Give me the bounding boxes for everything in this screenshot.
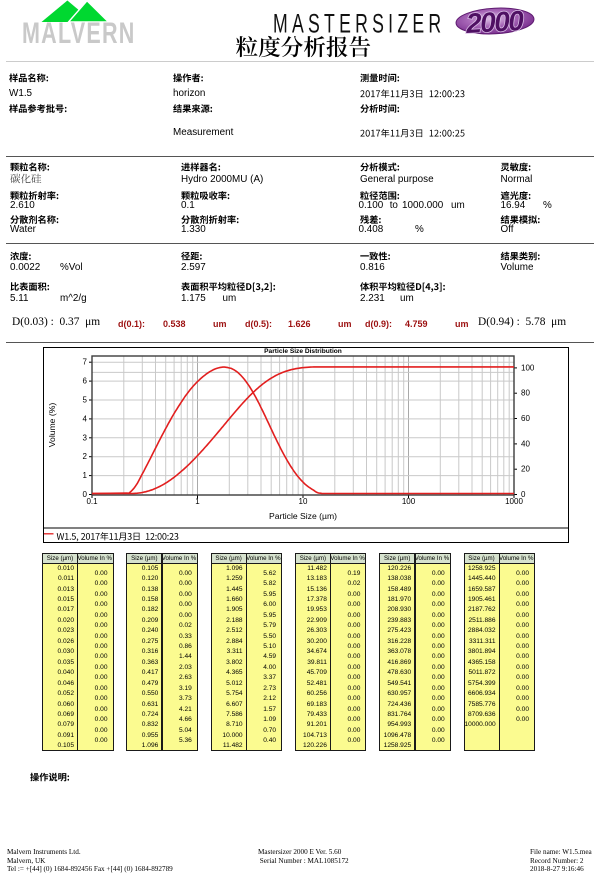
svg-text:Particle Size Distribution: Particle Size Distribution xyxy=(264,348,342,355)
svg-text:Particle Size (µm): Particle Size (µm) xyxy=(269,511,337,521)
svg-text:0: 0 xyxy=(83,490,88,499)
svg-text:2: 2 xyxy=(83,452,88,461)
svg-text:1000: 1000 xyxy=(505,497,523,506)
svg-text:Volume (%): Volume (%) xyxy=(47,403,57,448)
svg-text:1: 1 xyxy=(83,471,88,480)
svg-text:0.1: 0.1 xyxy=(86,497,98,506)
svg-text:3: 3 xyxy=(83,433,88,442)
svg-text:100: 100 xyxy=(402,497,416,506)
svg-text:4: 4 xyxy=(83,414,88,423)
svg-text:60: 60 xyxy=(521,414,530,423)
svg-text:80: 80 xyxy=(521,389,530,398)
svg-text:7: 7 xyxy=(83,358,88,367)
svg-text:2000: 2000 xyxy=(464,5,525,39)
svg-text:40: 40 xyxy=(521,439,530,448)
svg-text:20: 20 xyxy=(521,465,530,474)
svg-text:100: 100 xyxy=(521,363,535,372)
svg-text:1: 1 xyxy=(195,497,200,506)
svg-text:0: 0 xyxy=(521,490,526,499)
svg-text:5: 5 xyxy=(83,396,88,405)
svg-text:6: 6 xyxy=(83,377,88,386)
svg-text:10: 10 xyxy=(299,497,308,506)
